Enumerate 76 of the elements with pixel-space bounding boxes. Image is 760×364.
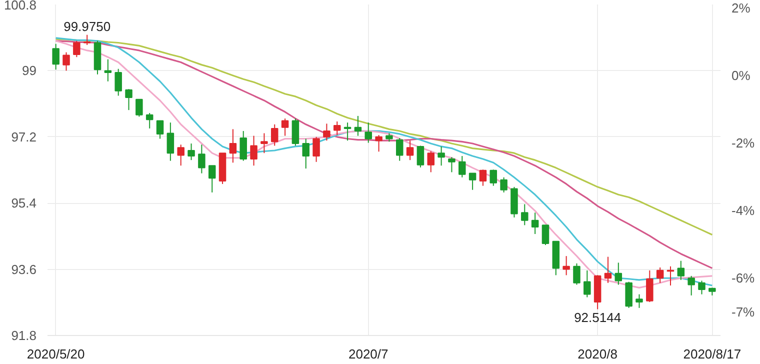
candlestick <box>375 134 382 152</box>
candlestick <box>114 68 122 96</box>
x-tick-label: 2020/8/17 <box>683 346 742 362</box>
candlestick <box>250 135 258 166</box>
candlestick <box>531 212 539 234</box>
candlestick <box>698 280 706 295</box>
candlestick <box>354 115 362 136</box>
candlestick <box>344 122 352 142</box>
candlestick <box>656 266 664 284</box>
candlestick <box>396 138 404 162</box>
annotation: 99.9750 <box>64 18 111 34</box>
candlestick <box>198 144 206 174</box>
candlestick <box>240 130 247 162</box>
x-tick-label: 2020/7 <box>348 346 388 362</box>
candlestick <box>688 275 695 296</box>
candlestick <box>500 176 508 193</box>
candlestick <box>448 156 456 173</box>
candlestick <box>312 136 320 162</box>
annotation: 92.5144 <box>574 310 622 326</box>
candlestick <box>83 34 91 46</box>
candlestick <box>62 52 70 72</box>
candlestick <box>333 120 341 136</box>
candlestick <box>646 270 654 303</box>
candlestick <box>677 260 685 280</box>
candlestick <box>208 165 216 193</box>
candlestick <box>406 140 414 161</box>
y-tick-label: 91.8 <box>11 328 37 343</box>
candlestick <box>177 144 184 166</box>
y2-tick-label: 2% <box>732 0 751 16</box>
line-series <box>55 38 713 236</box>
candlestick <box>490 169 498 186</box>
y-tick-label: 97.2 <box>11 129 37 144</box>
candlestick <box>416 145 424 168</box>
y2-tick-label: -4% <box>732 203 756 218</box>
candlestick <box>52 43 60 70</box>
candlestick <box>636 294 643 308</box>
candlestick <box>542 224 550 246</box>
candlestick <box>479 169 487 186</box>
candlestick <box>323 123 330 142</box>
candlestick <box>270 124 278 146</box>
candlestick <box>292 118 300 146</box>
x-tick-label: 2020/8 <box>578 346 618 362</box>
y2-tick-label: -6% <box>732 270 756 286</box>
candlestick <box>156 120 164 140</box>
candlestick <box>468 172 476 190</box>
y2-tick-label: -2% <box>732 135 756 150</box>
candlestick <box>584 270 591 298</box>
candlestick <box>666 266 674 286</box>
y2-tick-label: -7% <box>732 304 756 320</box>
candlestick <box>125 88 132 111</box>
candlestick <box>229 128 237 164</box>
x-tick-label: 2020/5/20 <box>26 346 85 362</box>
candlestick <box>458 156 466 178</box>
y-tick-label: 95.4 <box>11 196 37 211</box>
y2-tick-label: 0% <box>732 68 751 83</box>
candlestick <box>427 150 435 173</box>
candlestick <box>614 262 622 286</box>
candlestick <box>73 40 80 58</box>
candlestick <box>562 256 570 276</box>
candlestick <box>136 98 143 118</box>
candlestick <box>146 112 154 129</box>
candlestick <box>188 143 195 161</box>
candlestick <box>104 58 112 82</box>
y-tick-label: 100.8 <box>4 0 37 12</box>
candlestick <box>625 281 632 308</box>
candlestick <box>302 138 310 170</box>
candlestick <box>260 132 268 154</box>
candlestick <box>281 118 289 136</box>
y-tick-label: 99 <box>22 63 37 78</box>
candlestick <box>438 146 445 166</box>
candlestick <box>604 256 612 284</box>
candlestick <box>364 122 372 144</box>
candlestick <box>166 122 174 162</box>
candlestick <box>573 262 580 286</box>
y-tick-label: 93.6 <box>11 262 37 277</box>
candlestick <box>521 204 528 226</box>
